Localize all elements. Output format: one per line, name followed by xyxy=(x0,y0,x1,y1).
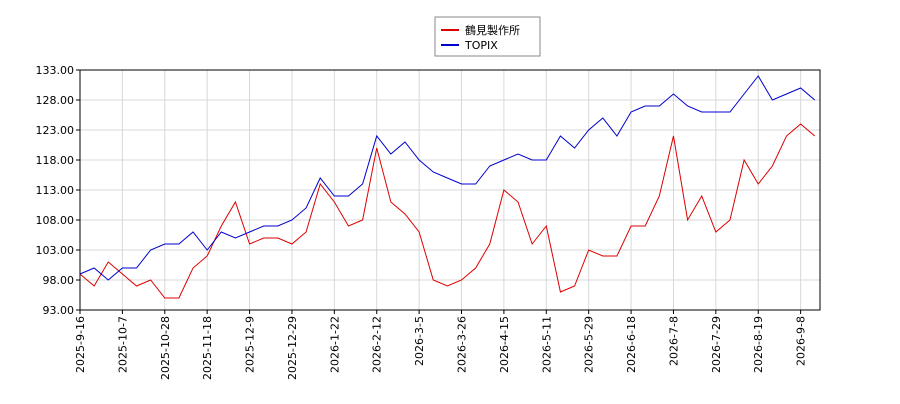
y-tick-label: 123.00 xyxy=(36,124,75,137)
plot-frame xyxy=(79,69,821,311)
x-tick-label: 2026-5-11 xyxy=(540,316,553,373)
x-tick-label: 2025-12-29 xyxy=(286,316,299,380)
series-line xyxy=(79,123,816,299)
x-tick-label: 2026-3-5 xyxy=(413,316,426,366)
x-tick-label: 2026-2-12 xyxy=(371,316,384,373)
y-tick-label: 133.00 xyxy=(36,64,75,77)
x-tick-label: 2025-9-16 xyxy=(74,316,87,373)
x-tick-label: 2026-5-29 xyxy=(583,316,596,373)
x-tick-label: 2026-4-15 xyxy=(498,316,511,373)
y-tick-label: 108.00 xyxy=(36,214,75,227)
x-tick-label: 2026-8-19 xyxy=(752,316,765,373)
x-tick-label: 2026-1-22 xyxy=(328,316,341,373)
x-tick-label: 2026-7-8 xyxy=(667,316,680,366)
x-tick-label: 2025-10-28 xyxy=(159,316,172,380)
legend-box xyxy=(434,16,541,57)
x-tick-label: 2026-3-26 xyxy=(456,316,469,373)
x-tick-label: 2026-9-8 xyxy=(795,316,808,366)
x-tick-label: 2026-7-29 xyxy=(710,316,723,373)
x-tick-label: 2026-6-18 xyxy=(625,316,638,373)
y-tick-label: 93.00 xyxy=(43,304,75,317)
y-tick-label: 103.00 xyxy=(36,244,75,257)
y-tick-label: 118.00 xyxy=(36,154,75,167)
x-tick-label: 2025-10-7 xyxy=(116,316,129,373)
legend-label: TOPIX xyxy=(464,39,498,52)
y-tick-label: 98.00 xyxy=(43,274,75,287)
legend-label: 鶴見製作所 xyxy=(465,23,520,37)
y-tick-label: 113.00 xyxy=(36,184,75,197)
y-tick-label: 128.00 xyxy=(36,94,75,107)
series-line xyxy=(79,75,816,281)
x-tick-label: 2025-11-18 xyxy=(201,316,214,380)
x-tick-label: 2025-12-9 xyxy=(244,316,257,373)
